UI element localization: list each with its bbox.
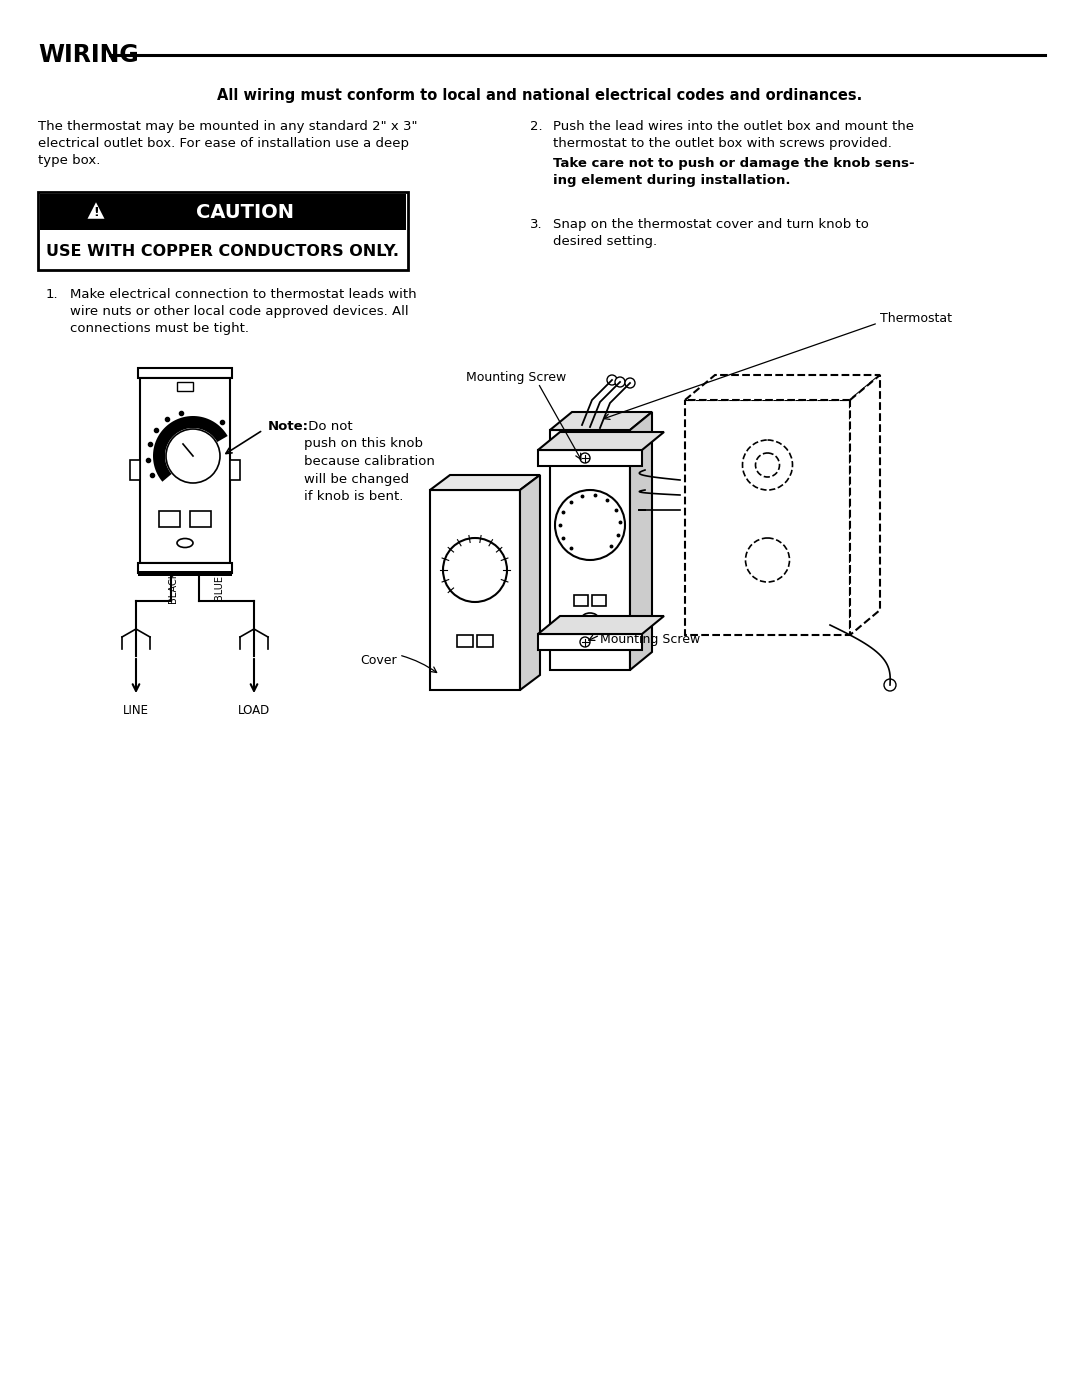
Polygon shape: [153, 416, 228, 482]
Text: BLUE: BLUE: [214, 574, 224, 599]
Text: ing element during installation.: ing element during installation.: [553, 175, 791, 187]
Text: USE WITH COPPER CONDUCTORS ONLY.: USE WITH COPPER CONDUCTORS ONLY.: [46, 244, 400, 260]
Text: Cover: Cover: [361, 654, 397, 666]
Text: type box.: type box.: [38, 154, 100, 168]
Bar: [138, 571, 232, 576]
Polygon shape: [519, 475, 540, 690]
Polygon shape: [430, 475, 540, 490]
Circle shape: [885, 679, 896, 692]
Text: The thermostat may be mounted in any standard 2" x 3": The thermostat may be mounted in any sta…: [38, 120, 418, 133]
Text: 2.: 2.: [530, 120, 542, 133]
Bar: [190, 511, 211, 527]
Ellipse shape: [582, 613, 598, 623]
Text: !: !: [93, 207, 99, 219]
Circle shape: [743, 440, 793, 490]
Text: wire nuts or other local code approved devices. All: wire nuts or other local code approved d…: [70, 305, 408, 319]
Polygon shape: [538, 616, 664, 634]
Polygon shape: [630, 412, 652, 671]
Text: LINE: LINE: [123, 704, 149, 717]
Bar: [177, 381, 193, 391]
Circle shape: [607, 374, 617, 386]
Text: All wiring must conform to local and national electrical codes and ordinances.: All wiring must conform to local and nat…: [217, 88, 863, 103]
Circle shape: [555, 490, 625, 560]
Text: Note:: Note:: [268, 420, 309, 433]
Circle shape: [580, 637, 590, 647]
Bar: [685, 400, 850, 636]
Text: Thermostat: Thermostat: [880, 312, 951, 324]
Text: Push the lead wires into the outlet box and mount the: Push the lead wires into the outlet box …: [553, 120, 914, 133]
Text: thermostat to the outlet box with screws provided.: thermostat to the outlet box with screws…: [553, 137, 892, 149]
Circle shape: [745, 538, 789, 583]
Text: BLACK: BLACK: [168, 571, 178, 604]
Bar: [430, 490, 519, 690]
Text: Mounting Screw: Mounting Screw: [600, 633, 700, 647]
Bar: [573, 595, 588, 606]
Bar: [40, 194, 406, 231]
Ellipse shape: [177, 538, 193, 548]
Bar: [130, 460, 140, 481]
Text: Mounting Screw: Mounting Screw: [465, 372, 566, 384]
Bar: [457, 636, 473, 647]
Circle shape: [443, 538, 507, 602]
Bar: [477, 636, 492, 647]
Bar: [550, 430, 630, 671]
Polygon shape: [850, 374, 880, 636]
Circle shape: [615, 377, 625, 387]
Bar: [140, 379, 230, 563]
Text: CAUTION: CAUTION: [195, 203, 294, 222]
Bar: [138, 563, 232, 573]
Bar: [592, 595, 606, 606]
Polygon shape: [685, 374, 880, 400]
Circle shape: [580, 453, 590, 462]
Text: 3.: 3.: [530, 218, 542, 231]
Bar: [230, 460, 240, 481]
Text: LOAD: LOAD: [238, 704, 270, 717]
Text: desired setting.: desired setting.: [553, 235, 657, 249]
Text: Do not
push on this knob
because calibration
will be changed
if knob is bent.: Do not push on this knob because calibra…: [303, 420, 435, 503]
Bar: [138, 367, 232, 379]
Text: 1.: 1.: [46, 288, 58, 300]
Text: electrical outlet box. For ease of installation use a deep: electrical outlet box. For ease of insta…: [38, 137, 409, 149]
Text: Snap on the thermostat cover and turn knob to: Snap on the thermostat cover and turn kn…: [553, 218, 869, 231]
Text: WIRING: WIRING: [38, 43, 138, 67]
Circle shape: [756, 453, 780, 476]
Text: Make electrical connection to thermostat leads with: Make electrical connection to thermostat…: [70, 288, 417, 300]
Bar: [538, 634, 642, 650]
Polygon shape: [538, 432, 664, 450]
Polygon shape: [85, 200, 106, 219]
Text: Take care not to push or damage the knob sens-: Take care not to push or damage the knob…: [553, 156, 915, 170]
Polygon shape: [550, 412, 652, 430]
Bar: [538, 450, 642, 467]
Circle shape: [166, 429, 220, 483]
Bar: [38, 191, 408, 270]
Bar: [159, 511, 180, 527]
Circle shape: [625, 379, 635, 388]
Text: connections must be tight.: connections must be tight.: [70, 321, 249, 335]
